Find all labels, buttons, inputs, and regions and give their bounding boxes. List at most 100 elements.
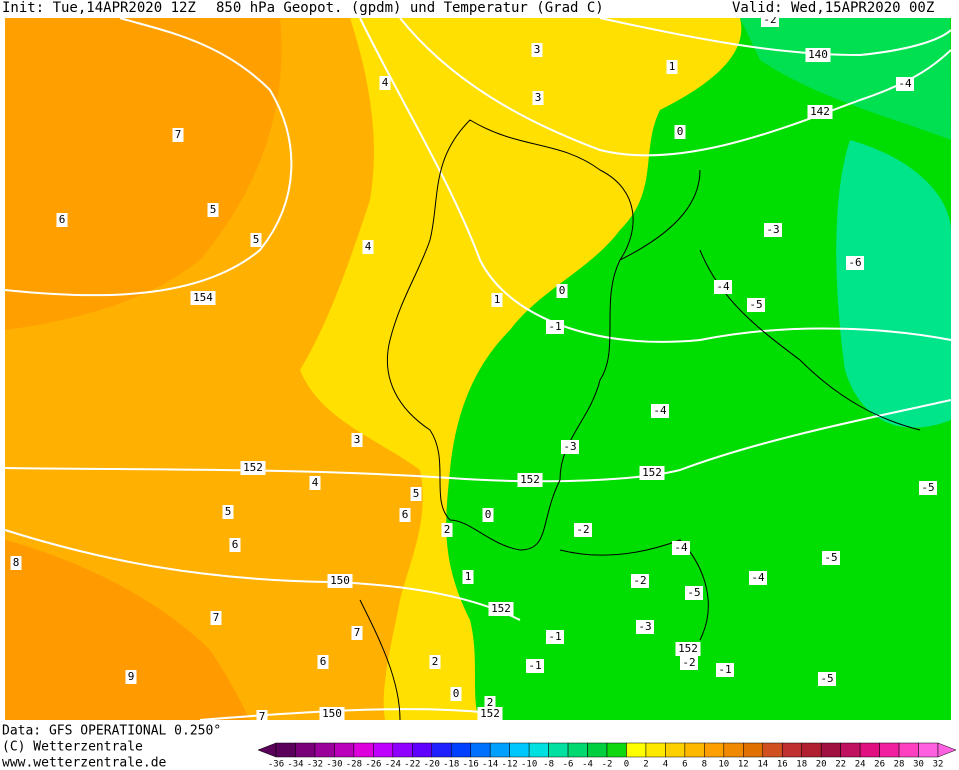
label-box [805,48,831,62]
label-box [680,656,698,670]
contour-label: 0 [677,125,684,138]
header-bar [0,0,959,17]
contour-label: 9 [128,670,135,683]
label-box [919,481,937,495]
colorbar-swatch [781,742,802,758]
label-box [716,663,734,677]
contour-label: 4 [382,76,389,89]
colorbar-swatch [898,742,919,758]
colorbar: -36 -34 -32 -30 -28 -26 -24 -22 -20 -18 -16 -14 -12-… [257,742,957,770]
contour-label: -1 [528,659,541,672]
colorbar-swatch [412,742,433,758]
label-box [639,466,665,480]
contour-label: 152 [520,473,540,486]
contour-label: -5 [687,586,700,599]
label-box [675,642,701,656]
label-box [462,570,474,584]
contour-label: -4 [674,541,688,554]
colorbar-tick-label: -12 [502,760,518,770]
colorbar-swatch [723,742,744,758]
colorbar-swatch [665,742,686,758]
colorbar-tick-label: -6 [563,760,574,770]
colorbar-swatch [489,742,510,758]
label-box [631,574,649,588]
colorbar-tick-label: -26 [365,760,381,770]
colorbar-tick-label: 2 [643,760,648,770]
contour-label: -1 [548,320,561,333]
colorbar-tick-label: 12 [738,760,749,770]
url: www.wetterzentrale.de [2,756,167,770]
label-box [546,320,564,334]
contour-label: 150 [330,574,350,587]
label-box [517,473,543,487]
label-box [222,505,234,519]
label-box [56,213,68,227]
contour-label: -5 [824,551,837,564]
colorbar-tick-label: -18 [443,760,459,770]
colorbar-swatch [801,742,822,758]
contour-label: 1 [494,293,501,306]
contour-label: 4 [312,476,319,489]
contour-label: 0 [559,284,566,297]
colorbar-tick-label: -2 [602,760,613,770]
contour-label: 5 [210,203,217,216]
contour-label: 152 [243,461,263,474]
label-box [327,574,353,588]
contour-label: -3 [766,223,779,236]
label-box [484,696,496,710]
colorbar-tick-label: -24 [385,760,401,770]
contour-label: -4 [716,280,730,293]
colorbar-tick-label: -4 [582,760,593,770]
label-box [441,523,453,537]
contour-label: 152 [480,707,500,720]
contour-label: 7 [354,626,361,639]
contour-label: 3 [354,433,361,446]
label-box [399,508,411,522]
label-box [229,538,241,552]
label-box [309,476,321,490]
contour-label: -2 [682,656,695,669]
contour-label: -1 [548,630,561,643]
label-box [714,280,732,294]
label-box [546,630,564,644]
warm-area [5,18,282,330]
label-box [210,611,222,625]
colorbar-tick-label: 8 [702,760,707,770]
colorbar-swatch [353,742,374,758]
warm-area [5,540,250,720]
label-box [477,707,503,721]
label-box [410,487,422,501]
label-box [190,291,216,305]
contour-label: 8 [13,556,20,569]
contour-label: 7 [175,128,182,141]
colorbar-tick-label: -16 [463,760,479,770]
contour-label: 5 [225,505,232,518]
label-box [666,60,678,74]
colorbar-swatch [548,742,569,758]
label-box [491,293,503,307]
borders [359,119,921,721]
label-box [764,223,782,237]
label-box [482,508,494,522]
copyright: (C) Wetterzentrale [2,740,143,755]
colorbar-swatch [859,742,880,758]
colorbar-tick-label: -10 [521,760,537,770]
label-box [846,256,864,270]
colorbar-swatch [275,742,296,758]
contour-label: 5 [253,233,260,246]
label-box [556,284,568,298]
valid-time: Valid: Wed,15APR2020 00Z [732,0,934,16]
colorbar-tick-label: 24 [855,760,866,770]
label-box [749,571,767,585]
colorbar-tick-label: -28 [346,760,362,770]
label-box [651,404,669,418]
label-box [429,655,441,669]
colorbar-swatch [645,742,666,758]
colorbar-swatch [450,742,471,758]
contour-label: -2 [633,574,646,587]
contour-label: -5 [921,481,934,494]
label-box [822,551,840,565]
contour-label: -4 [751,571,765,584]
label-box [362,240,374,254]
